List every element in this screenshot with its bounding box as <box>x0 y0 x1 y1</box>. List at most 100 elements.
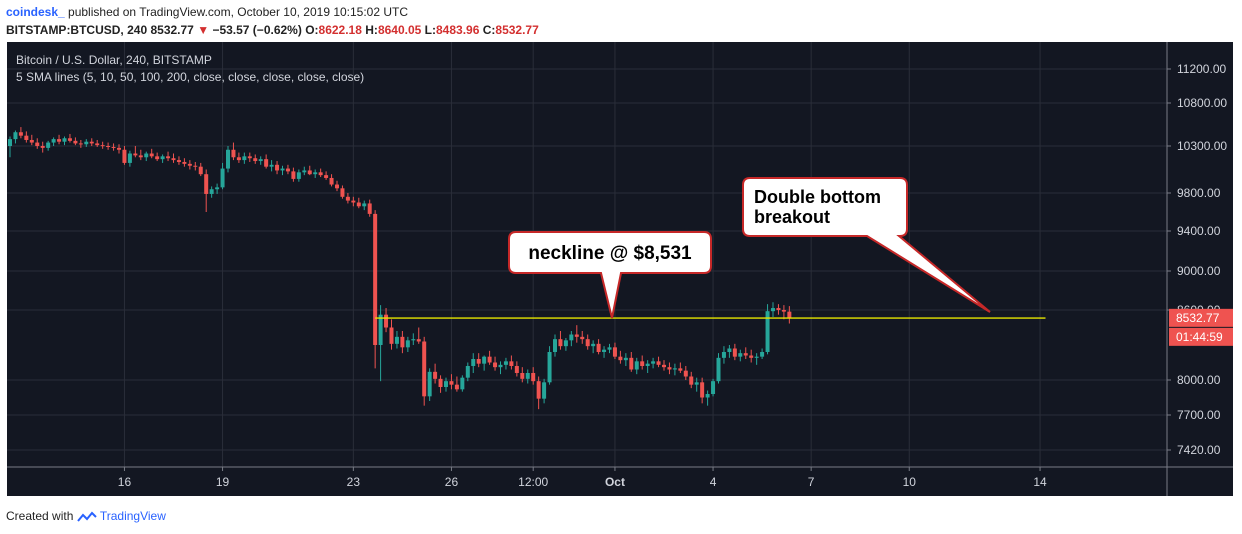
chart-panel[interactable]: 11200.00 10800.00 10300.00 9800.00 9400.00 90… <box>7 42 1233 496</box>
candle-77 <box>427 368 432 401</box>
time-tick-label-4: 12:00 <box>518 475 548 489</box>
candle-121 <box>667 362 672 375</box>
candle-23 <box>133 146 138 158</box>
candle-body-136 <box>749 355 754 358</box>
candle-34 <box>193 161 198 171</box>
candle-body-83 <box>460 377 465 390</box>
candle-body-99 <box>547 352 552 383</box>
high-value: 8640.05 <box>377 23 422 37</box>
candle-41 <box>231 142 236 161</box>
candle-body-137 <box>754 356 759 358</box>
candle-body-86 <box>476 359 481 364</box>
candle-61 <box>340 185 345 199</box>
low-label: L: <box>424 23 436 37</box>
candle-body-98 <box>542 382 547 399</box>
candle-body-81 <box>449 381 454 385</box>
candle-body-71 <box>394 336 399 344</box>
candle-89 <box>493 356 498 371</box>
candle-84 <box>465 362 470 382</box>
candle-11 <box>67 133 72 143</box>
candle-126 <box>694 377 699 392</box>
candle-55 <box>307 165 312 176</box>
candle-30 <box>171 153 176 163</box>
candle-100 <box>553 334 557 357</box>
candle-body-131 <box>721 352 726 358</box>
candle-7 <box>46 140 51 151</box>
candle-52 <box>291 167 296 182</box>
candle-66 <box>367 199 372 217</box>
candle-body-78 <box>433 371 438 379</box>
publish-info: coindesk_ published on TradingView.com, … <box>6 5 408 19</box>
legend: Bitcoin / U.S. Dollar, 240, BITSTAMP 5 S… <box>16 53 364 84</box>
candle-49 <box>275 161 280 175</box>
candle-body-127 <box>700 382 705 398</box>
price-axis[interactable]: 11200.00 10800.00 10300.00 9800.00 9400.00 90… <box>1167 62 1227 457</box>
tradingview-brand-link[interactable]: TradingView <box>99 509 166 523</box>
candle-body-141 <box>776 308 781 310</box>
candle-body-27 <box>155 156 160 160</box>
candle-body-135 <box>743 353 748 356</box>
candle-body-25 <box>144 153 149 158</box>
candle-body-51 <box>285 168 290 172</box>
candle-body-139 <box>765 311 770 352</box>
candle-body-109 <box>602 349 607 352</box>
candle-99 <box>547 346 552 385</box>
candle-139 <box>765 304 770 355</box>
candle-body-21 <box>122 149 127 163</box>
candle-120 <box>662 360 666 371</box>
time-tick-label-3: 26 <box>445 475 459 489</box>
candle-140 <box>771 302 775 317</box>
candle-body-142 <box>781 310 786 312</box>
candle-47 <box>264 154 269 169</box>
candle-body-38 <box>215 187 220 190</box>
candle-body-5 <box>35 142 40 146</box>
open-value: 8622.18 <box>318 23 362 37</box>
candle-body-128 <box>705 394 710 398</box>
candle-91 <box>503 357 508 370</box>
candle-4 <box>29 134 34 146</box>
candle-body-58 <box>324 175 329 178</box>
candle-2 <box>18 127 23 139</box>
price-chart[interactable]: 11200.00 10800.00 10300.00 9800.00 9400.00 90… <box>7 42 1233 496</box>
author-link[interactable]: coindesk_ <box>6 5 65 19</box>
candle-body-34 <box>193 165 198 167</box>
candle-body-10 <box>62 138 67 142</box>
candle-body-123 <box>678 368 683 371</box>
candle-body-31 <box>176 160 181 162</box>
time-axis[interactable]: 16 19 23 26 12:00 Oct 4 7 10 14 <box>118 467 1047 489</box>
candle-97 <box>536 376 541 410</box>
breakout-callout[interactable]: Double bottom breakout <box>742 177 991 313</box>
candle-body-103 <box>569 334 574 341</box>
candle-body-35 <box>198 166 203 175</box>
candle-body-61 <box>340 188 345 197</box>
candle-body-74 <box>411 339 416 341</box>
candle-74 <box>411 333 416 345</box>
candle-body-14 <box>84 141 89 145</box>
candle-body-41 <box>231 149 236 158</box>
candle-115 <box>634 357 639 375</box>
candle-109 <box>602 346 607 358</box>
candle-body-2 <box>18 132 23 136</box>
candle-body-48 <box>269 164 274 167</box>
candle-body-130 <box>716 357 721 382</box>
axes <box>7 42 1233 496</box>
candle-body-44 <box>247 156 252 159</box>
candle-15 <box>89 138 94 146</box>
candle-85 <box>471 353 476 373</box>
candle-body-124 <box>683 370 688 377</box>
candle-135 <box>743 347 748 359</box>
candle-body-90 <box>498 364 503 368</box>
candle-25 <box>144 151 149 162</box>
candle-body-63 <box>351 200 356 203</box>
price-tick-label-5: 9000.00 <box>1177 264 1221 278</box>
breakout-callout-bubble <box>742 177 991 313</box>
candle-body-47 <box>264 159 269 167</box>
candle-58 <box>324 171 329 180</box>
candle-body-119 <box>656 361 661 365</box>
candle-134 <box>738 349 743 362</box>
time-tick-label-1: 19 <box>216 475 230 489</box>
candle-82 <box>454 376 459 392</box>
candle-body-28 <box>160 156 165 160</box>
candle-body-106 <box>585 339 590 347</box>
neckline-callout[interactable]: neckline @ $8,531 <box>508 231 712 319</box>
